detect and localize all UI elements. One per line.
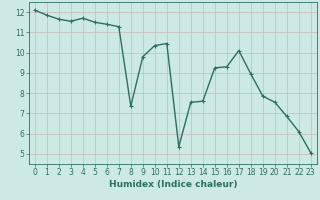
X-axis label: Humidex (Indice chaleur): Humidex (Indice chaleur) (108, 180, 237, 189)
